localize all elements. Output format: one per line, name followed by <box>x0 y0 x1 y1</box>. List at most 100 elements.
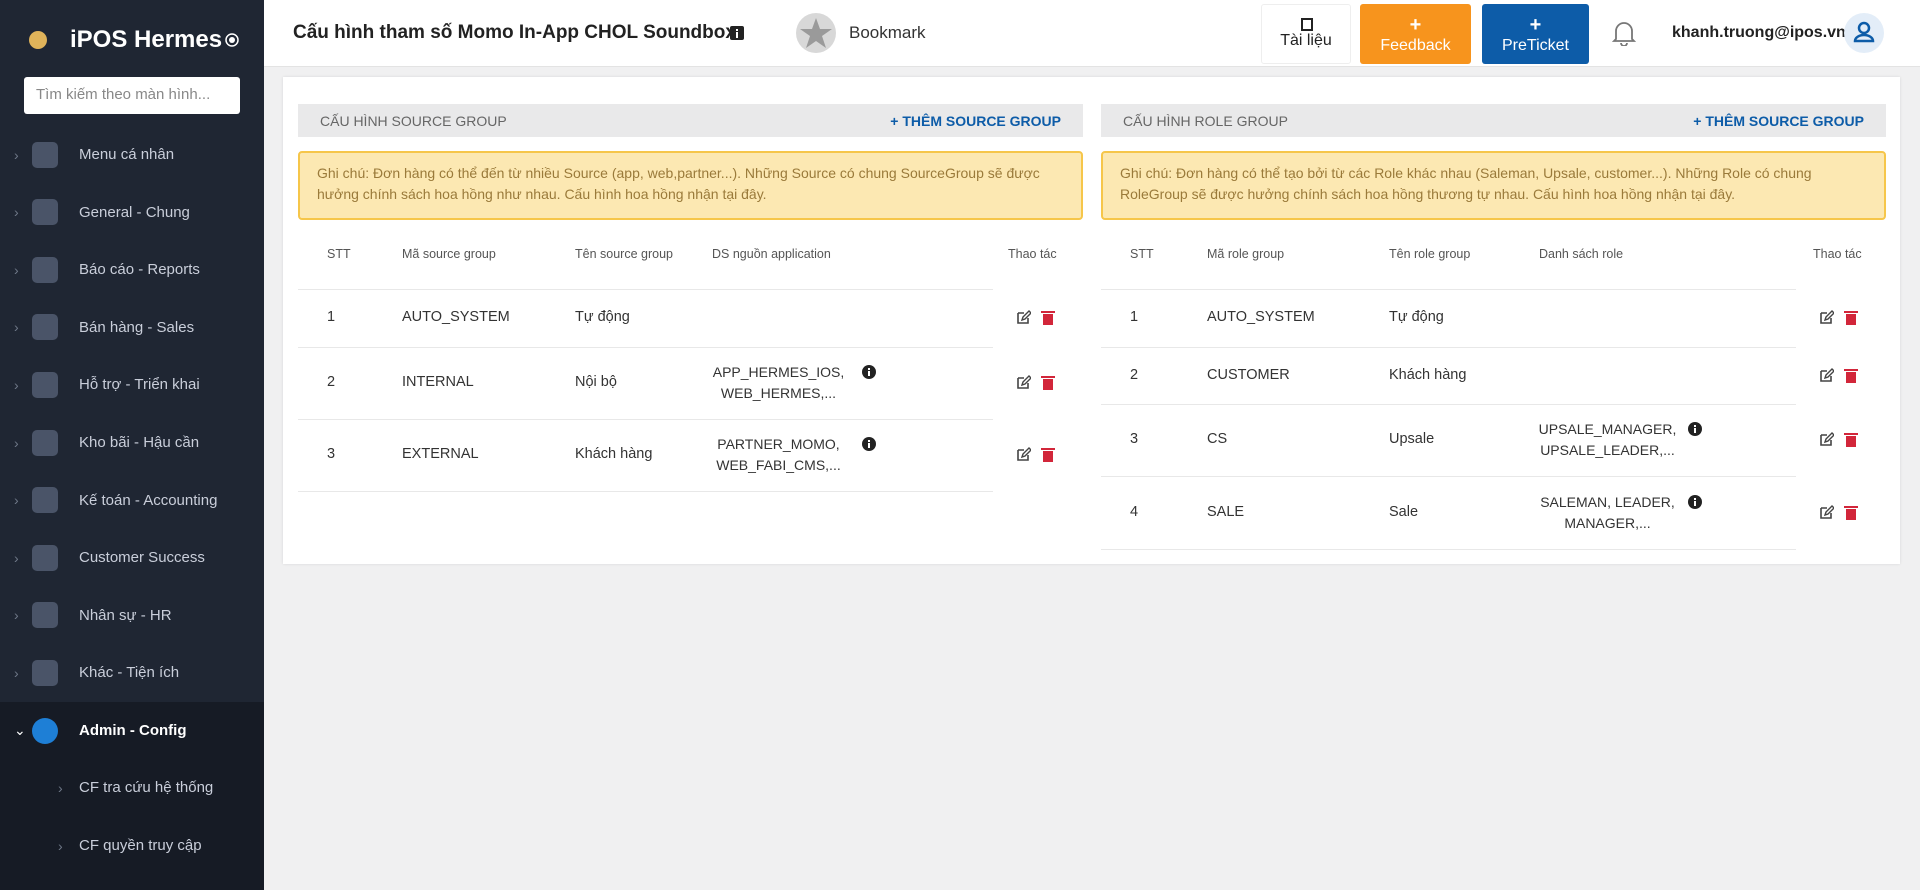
cell-name: Tự động <box>1389 309 1444 325</box>
delete-button[interactable] <box>1844 310 1858 331</box>
delete-button[interactable] <box>1844 432 1858 453</box>
add-button[interactable]: + THÊM SOURCE GROUP <box>890 113 1061 129</box>
content-card: CẤU HÌNH SOURCE GROUP + THÊM SOURCE GROUP… <box>283 77 1900 564</box>
row-divider <box>1101 347 1796 348</box>
column-header: Tên role group <box>1389 247 1471 261</box>
cell-stt: 4 <box>1130 503 1139 520</box>
chevron: › <box>14 549 19 566</box>
chevron: › <box>14 434 19 451</box>
edit-button[interactable] <box>1818 310 1835 331</box>
delete-button[interactable] <box>1041 375 1055 396</box>
docs-label: Tài liệu <box>1280 32 1332 49</box>
panel-title: CẤU HÌNH ROLE GROUP <box>1123 113 1288 129</box>
cell-stt: 2 <box>327 374 336 390</box>
cell-stt: 1 <box>1130 309 1139 325</box>
cell-code: CUSTOMER <box>1207 366 1290 383</box>
column-header: Thao tác <box>1008 247 1057 261</box>
menu-label: Menu cá nhân <box>79 146 175 163</box>
menu-item[interactable]: › Khác - Tiện ích <box>0 644 264 701</box>
menu-icon <box>32 487 58 514</box>
chevron: › <box>14 204 19 221</box>
submenu-label: CF quyền truy cập <box>79 837 202 854</box>
submenu-item[interactable]: › CF quyền truy cập <box>0 817 264 874</box>
row-divider <box>1101 549 1796 550</box>
column-header: STT <box>327 247 351 261</box>
cell-code: AUTO_SYSTEM <box>402 309 510 325</box>
submenu-label: CF tra cứu hệ thống <box>79 779 214 796</box>
chevron: › <box>58 779 63 796</box>
edit-button[interactable] <box>1015 310 1032 331</box>
panel-header: CẤU HÌNH ROLE GROUP + THÊM SOURCE GROUP <box>1101 104 1886 137</box>
cell-name: Nội bộ <box>575 374 617 390</box>
feedback-label: Feedback <box>1380 36 1451 54</box>
chevron: › <box>14 146 19 163</box>
cell-code: EXTERNAL <box>402 446 479 462</box>
bell-icon[interactable] <box>1612 20 1636 46</box>
pin[interactable] <box>225 33 239 47</box>
chevron: ⌄ <box>14 722 26 738</box>
menu-item[interactable]: › Báo cáo - Reports <box>0 241 264 298</box>
menu-icon <box>32 659 58 686</box>
menu-item[interactable]: › Nhân sự - HR <box>0 587 264 644</box>
cell-name: Tự động <box>575 309 630 325</box>
user-email[interactable]: khanh.truong@ipos.vn <box>1672 24 1846 41</box>
menu-item[interactable]: › Kế toán - Accounting <box>0 472 264 529</box>
info-icon[interactable] <box>1688 422 1702 441</box>
menu-icon <box>32 544 58 571</box>
info-icon[interactable] <box>730 26 744 40</box>
bookmark-label[interactable]: Bookmark <box>849 23 926 42</box>
menu-item[interactable]: › Customer Success <box>0 529 264 586</box>
feedback-button[interactable]: + Feedback <box>1360 4 1471 64</box>
menu-label: Kho bãi - Hậu cần <box>79 434 200 451</box>
menu-item[interactable]: › Menu cá nhân <box>0 126 264 183</box>
avatar[interactable] <box>1844 13 1884 53</box>
column-header: Tên source group <box>575 247 673 261</box>
delete-button[interactable] <box>1844 505 1858 526</box>
cell-stt: 3 <box>327 446 336 462</box>
menu-item[interactable]: › General - Chung <box>0 184 264 241</box>
menu-item[interactable]: › Kho bãi - Hậu cần <box>0 414 264 471</box>
cell-code: SALE <box>1207 503 1245 520</box>
edit-button[interactable] <box>1015 375 1032 396</box>
delete-button[interactable] <box>1041 310 1055 331</box>
docs-icon <box>1301 18 1313 31</box>
chevron: › <box>14 607 19 624</box>
edit-button[interactable] <box>1818 504 1835 526</box>
note-box: Ghi chú: Đơn hàng có thể tạo bởi từ các … <box>1101 151 1886 220</box>
edit-button[interactable] <box>1818 367 1835 389</box>
menu-icon <box>32 371 58 398</box>
menu-label: Khác - Tiện ích <box>79 664 180 682</box>
chevron: › <box>14 319 19 336</box>
edit-button[interactable] <box>1818 432 1835 453</box>
submenu-item[interactable]: › CF tra cứu hệ thống <box>0 759 264 816</box>
docs-button[interactable]: Tài liệu <box>1261 4 1351 64</box>
delete-button[interactable] <box>1844 368 1858 389</box>
cell-list: PARTNER_MOMO, WEB_FABI_CMS,... <box>716 436 841 473</box>
bookmark-star[interactable] <box>795 12 837 54</box>
menu-item[interactable]: › Bán hàng - Sales <box>0 299 264 356</box>
row-divider <box>298 289 993 290</box>
cell-stt: 2 <box>1130 366 1139 383</box>
delete-button[interactable] <box>1041 447 1055 468</box>
menu-icon <box>32 717 58 744</box>
cell-code: INTERNAL <box>402 374 474 390</box>
sidebar: iPOS Hermes Tìm kiếm theo màn hình... › M… <box>0 0 264 890</box>
brand: iPOS Hermes <box>70 26 223 53</box>
menu-item[interactable]: › Hỗ trợ - Triển khai <box>0 356 264 413</box>
header: Cấu hình tham số Momo In-App CHOL Soundb… <box>264 0 1920 67</box>
add-button[interactable]: + THÊM SOURCE GROUP <box>1693 113 1864 129</box>
menu-icon <box>32 429 58 456</box>
search-input[interactable]: Tìm kiếm theo màn hình... <box>24 77 240 114</box>
info-icon[interactable] <box>862 437 876 456</box>
info-icon[interactable] <box>1688 494 1702 514</box>
cell-name: Upsale <box>1389 431 1435 447</box>
preticket-button[interactable]: + PreTicket <box>1482 4 1589 64</box>
menu-item[interactable]: ⌄ Admin - Config <box>0 702 264 759</box>
info-icon[interactable] <box>862 365 876 384</box>
column-header: Mã source group <box>402 247 496 261</box>
chevron: › <box>14 492 19 509</box>
column-header: STT <box>1130 247 1154 261</box>
menu-icon <box>32 141 58 168</box>
edit-button[interactable] <box>1015 447 1032 468</box>
